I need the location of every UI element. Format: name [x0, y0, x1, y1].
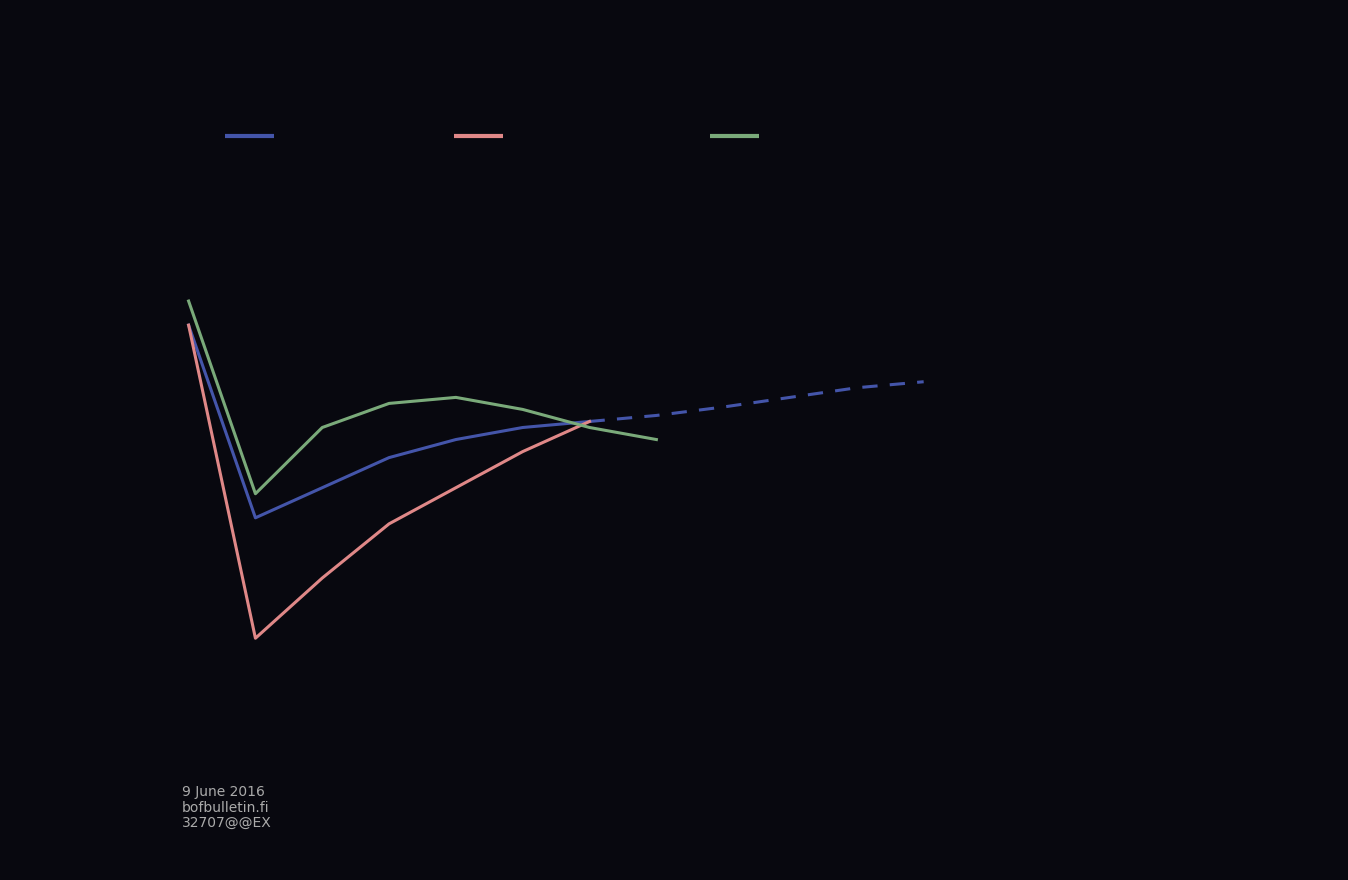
Text: 9 June 2016: 9 June 2016: [182, 785, 264, 799]
Text: 32707@@EX: 32707@@EX: [182, 816, 272, 830]
Text: bofbulletin.fi: bofbulletin.fi: [182, 801, 270, 815]
